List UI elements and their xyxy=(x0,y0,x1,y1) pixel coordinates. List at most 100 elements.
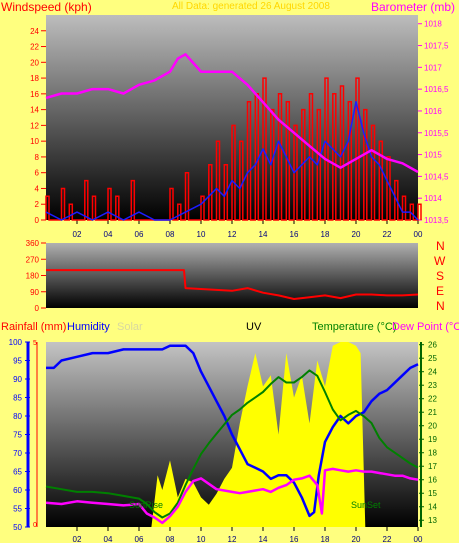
bottom-x-tick-label: 02 xyxy=(73,535,82,543)
wind-tick-label: 8 xyxy=(35,153,40,162)
humidity-tick-label: 90 xyxy=(13,375,22,384)
temperature-tick-label: 15 xyxy=(428,489,437,498)
wind-tick-label: 18 xyxy=(30,74,39,83)
compass-s: S xyxy=(436,269,445,283)
gust-series xyxy=(45,100,419,221)
barometer-tick-label: 1017,5 xyxy=(424,42,449,51)
temperature-tick-label: 22 xyxy=(428,395,437,404)
bottom-x-tick-label: 00 xyxy=(414,535,423,543)
temperature-tick-label: 21 xyxy=(428,408,437,417)
barometer-tick-label: 1018 xyxy=(424,20,442,29)
uv-legend: UV xyxy=(246,321,262,333)
sunrise-label: SunRise xyxy=(129,500,163,510)
temperature-tick-label: 23 xyxy=(428,381,437,390)
direction-tick-label: 90 xyxy=(30,288,39,297)
direction-plot-area xyxy=(46,243,418,308)
humidity-tick-label: 80 xyxy=(13,412,22,421)
rainfall-legend: Rainfall (mm) xyxy=(1,321,67,333)
bottom-x-tick-label: 12 xyxy=(228,535,237,543)
humidity-legend: Humidity xyxy=(67,321,110,333)
top-x-tick-label: 02 xyxy=(73,230,82,239)
sunset-label: SunSet xyxy=(351,500,381,510)
direction-tick-label: 180 xyxy=(26,272,40,281)
compass-n-top: N xyxy=(436,239,445,253)
wind-tick-label: 20 xyxy=(30,58,39,67)
direction-tick-label: 270 xyxy=(26,255,40,264)
top-x-tick-label: 04 xyxy=(104,230,113,239)
top-x-tick-label: 00 xyxy=(414,230,423,239)
wind-tick-label: 4 xyxy=(35,184,40,193)
temperature-tick-label: 13 xyxy=(428,516,437,525)
barometer-tick-label: 1017 xyxy=(424,63,442,72)
compass-n-bottom: N xyxy=(436,299,445,313)
rainfall-tick-label: 5 xyxy=(33,340,37,347)
compass-w: W xyxy=(434,254,446,268)
windspeed-axis-title: Windspeed (kph) xyxy=(1,0,92,14)
humidity-tick-label: 70 xyxy=(13,449,22,458)
wind-direction-series xyxy=(46,269,419,300)
temperature-tick-label: 18 xyxy=(428,449,437,458)
rainfall-tick-label: 0 xyxy=(33,522,37,529)
dew-point-series xyxy=(45,467,419,525)
humidity-tick-label: 100 xyxy=(9,338,23,347)
bottom-x-tick-label: 04 xyxy=(104,535,113,543)
temperature-tick-label: 24 xyxy=(428,368,437,377)
top-x-tick-label: 06 xyxy=(135,230,144,239)
wind-tick-label: 12 xyxy=(30,121,39,130)
temperature-series xyxy=(45,369,419,519)
wind-tick-label: 6 xyxy=(35,169,40,178)
bottom-x-tick-label: 14 xyxy=(259,535,268,543)
windspeed-series xyxy=(45,77,422,221)
top-x-tick-label: 22 xyxy=(383,230,392,239)
dew-point-legend: Dew Point (°C) xyxy=(392,321,459,333)
temperature-legend: Temperature (°C) xyxy=(312,321,397,333)
barometer-tick-label: 1015 xyxy=(424,151,442,160)
bottom-x-tick-label: 20 xyxy=(352,535,361,543)
temperature-tick-label: 17 xyxy=(428,462,437,471)
bottom-x-tick-label: 06 xyxy=(135,535,144,543)
humidity-tick-label: 85 xyxy=(13,394,22,403)
barometer-tick-label: 1013,5 xyxy=(424,216,449,225)
temperature-tick-label: 16 xyxy=(428,476,437,485)
temperature-tick-label: 25 xyxy=(428,354,437,363)
compass-e: E xyxy=(436,284,445,298)
barometer-tick-label: 1014,5 xyxy=(424,172,449,181)
bottom-x-tick-label: 16 xyxy=(290,535,299,543)
humidity-tick-label: 95 xyxy=(13,357,22,366)
humidity-tick-label: 55 xyxy=(13,505,22,514)
wind-tick-label: 16 xyxy=(30,90,39,99)
top-x-tick-label: 18 xyxy=(321,230,330,239)
wind-tick-label: 10 xyxy=(30,137,39,146)
temperature-tick-label: 19 xyxy=(428,435,437,444)
top-x-tick-label: 12 xyxy=(228,230,237,239)
bottom-x-tick-label: 08 xyxy=(166,535,175,543)
bottom-x-tick-label: 10 xyxy=(197,535,206,543)
temperature-tick-label: 20 xyxy=(428,422,437,431)
barometer-tick-label: 1015,5 xyxy=(424,129,449,138)
humidity-tick-label: 50 xyxy=(13,523,22,532)
barometer-axis-title: Barometer (mb) xyxy=(371,0,456,14)
direction-tick-label: 0 xyxy=(35,304,40,313)
barometer-tick-label: 1016 xyxy=(424,107,442,116)
barometer-tick-label: 1016,5 xyxy=(424,85,449,94)
wind-tick-label: 2 xyxy=(35,200,40,209)
bottom-x-tick-label: 18 xyxy=(321,535,330,543)
humidity-tick-label: 60 xyxy=(13,486,22,495)
top-x-tick-label: 16 xyxy=(290,230,299,239)
wind-tick-label: 14 xyxy=(30,106,39,115)
wind-tick-label: 24 xyxy=(30,27,39,36)
humidity-tick-label: 75 xyxy=(13,431,22,440)
temperature-tick-label: 26 xyxy=(428,341,437,350)
wind-tick-label: 0 xyxy=(35,216,40,225)
direction-tick-label: 360 xyxy=(26,239,40,248)
top-x-tick-label: 08 xyxy=(166,230,175,239)
wind-tick-label: 22 xyxy=(30,43,39,52)
bottom-x-tick-label: 22 xyxy=(383,535,392,543)
solar-legend: Solar xyxy=(117,321,143,333)
top-x-tick-label: 20 xyxy=(352,230,361,239)
humidity-series xyxy=(46,344,419,518)
humidity-tick-label: 65 xyxy=(13,468,22,477)
top-x-tick-label: 14 xyxy=(259,230,268,239)
temperature-tick-label: 14 xyxy=(428,503,437,512)
